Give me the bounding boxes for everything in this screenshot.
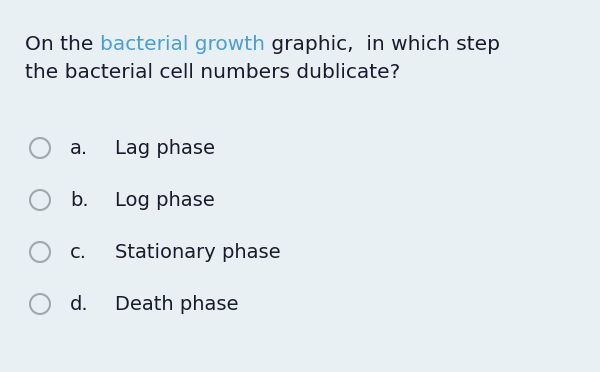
Text: Lag phase: Lag phase bbox=[115, 138, 215, 157]
Text: b.: b. bbox=[70, 190, 89, 209]
Text: c.: c. bbox=[70, 243, 87, 262]
Text: Death phase: Death phase bbox=[115, 295, 239, 314]
Text: On the: On the bbox=[25, 35, 100, 54]
Text: a.: a. bbox=[70, 138, 88, 157]
Text: the bacterial cell numbers dublicate?: the bacterial cell numbers dublicate? bbox=[25, 63, 400, 82]
Text: bacterial growth: bacterial growth bbox=[100, 35, 265, 54]
Text: Log phase: Log phase bbox=[115, 190, 215, 209]
Text: d.: d. bbox=[70, 295, 89, 314]
Text: Stationary phase: Stationary phase bbox=[115, 243, 281, 262]
Text: graphic,  in which step: graphic, in which step bbox=[265, 35, 500, 54]
